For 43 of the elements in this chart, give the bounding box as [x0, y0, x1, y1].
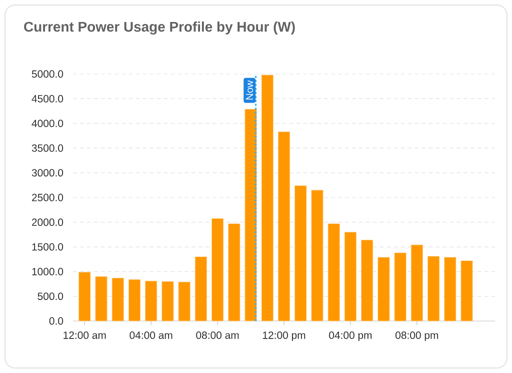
bar [428, 256, 440, 322]
bar [78, 272, 91, 322]
y-tick-label: 1500.0 [32, 243, 64, 251]
y-tick-label: 4500.0 [32, 95, 64, 102]
x-tick-label: 04:00 pm [329, 332, 372, 341]
bar [311, 190, 324, 322]
bar [145, 280, 158, 322]
x-tick-label: 08:00 pm [396, 332, 438, 341]
x-tick-label: 08:00 am [196, 332, 239, 339]
bar [460, 260, 473, 322]
bar [162, 281, 174, 322]
y-tick-label: 5000.0 [32, 70, 64, 78]
y-tick-label: 0.0 [49, 317, 64, 325]
bar [128, 279, 140, 322]
x-tick-label: 12:00 pm [262, 332, 306, 341]
y-tick-label: 3500.0 [32, 144, 64, 152]
bar [194, 256, 207, 322]
bar [244, 108, 257, 322]
bar [178, 282, 190, 322]
bar [344, 232, 356, 322]
bar [444, 257, 456, 322]
x-tick-label: 04:00 am [130, 332, 172, 339]
chart-title: Current Power Usage Profile by Hour (W) [24, 21, 295, 35]
y-tick-label: 500.0 [38, 292, 64, 300]
y-tick-label: 2500.0 [32, 194, 64, 202]
y-tick-label: 2000.0 [32, 218, 64, 226]
x-tick-label: 12:00 am [64, 332, 106, 339]
bar [212, 218, 224, 322]
y-tick-label: 1000.0 [32, 268, 64, 276]
bar [294, 185, 307, 322]
bar [328, 223, 340, 322]
bar [378, 257, 390, 322]
bar [278, 132, 290, 322]
bar [261, 74, 274, 322]
bar [228, 223, 240, 322]
bar [394, 252, 406, 322]
bar [112, 278, 124, 322]
y-tick-label: 3000.0 [32, 169, 64, 177]
bar [410, 244, 423, 322]
y-tick-label: 4000.0 [32, 120, 64, 128]
ref-line-label: Now [246, 80, 254, 100]
bar [95, 276, 108, 322]
bar [361, 240, 374, 322]
